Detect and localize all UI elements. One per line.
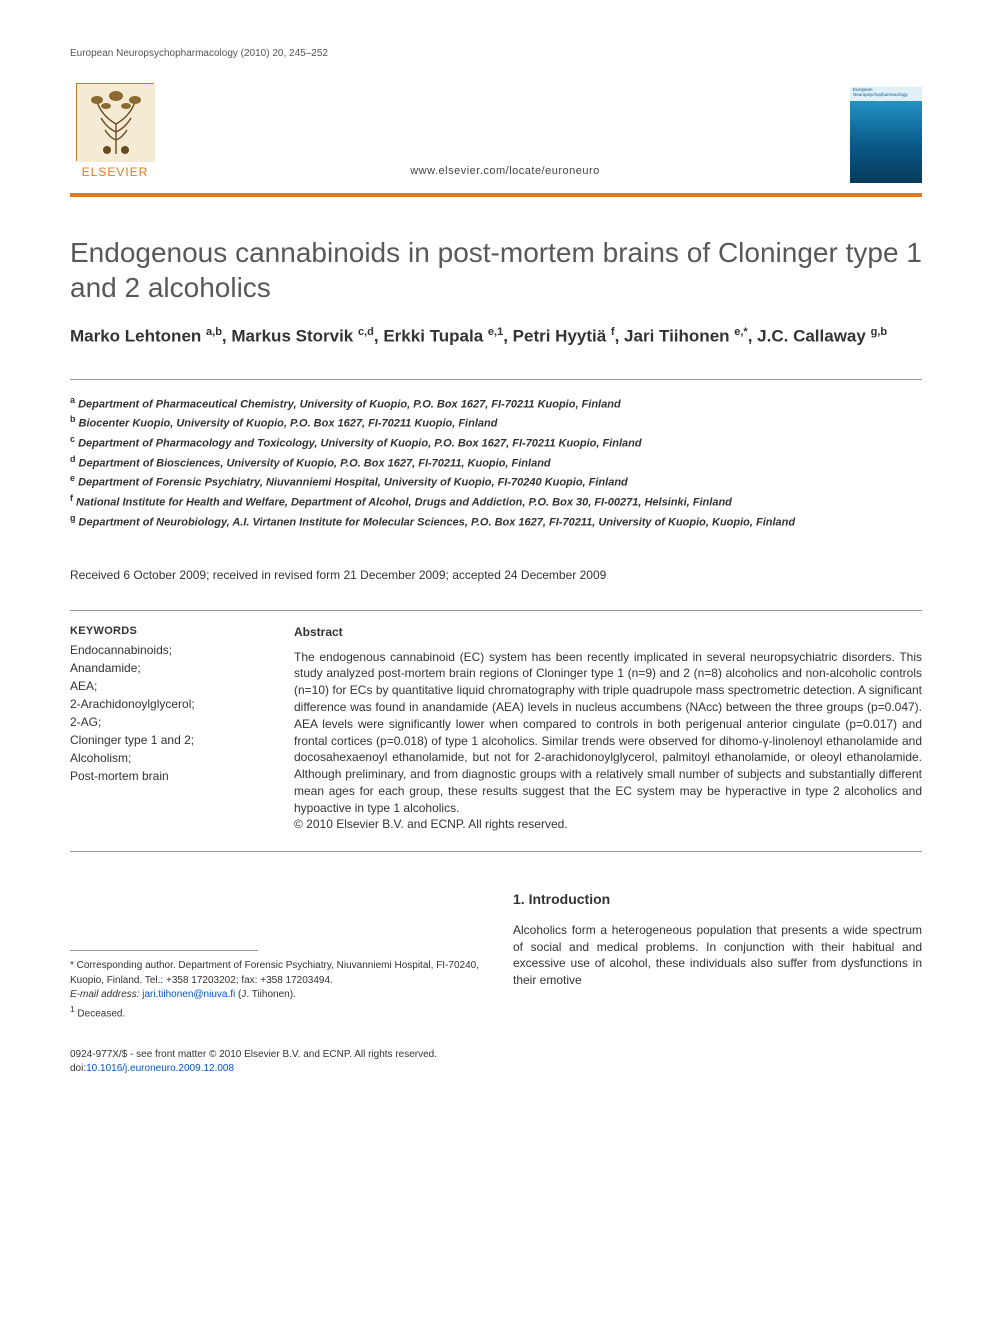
body-two-col: * Corresponding author. Department of Fo… [70,890,922,1021]
journal-cover-thumbnail: European Neuropsychopharmacology [850,87,922,183]
intro-text: Alcoholics form a heterogeneous populati… [513,922,922,989]
right-column: 1. Introduction Alcoholics form a hetero… [513,890,922,1021]
footnote-rule [70,950,258,951]
corr-email-suffix: (J. Tiihonen). [238,989,296,1000]
locate-url[interactable]: www.elsevier.com/locate/euroneuro [160,165,850,183]
grey-rule-top [70,379,922,380]
corr-email-link[interactable]: jari.tiihonen@niuva.fi [142,989,235,1000]
corresponding-author: * Corresponding author. Department of Fo… [70,959,479,1021]
orange-rule [70,193,922,197]
footer-doi-line: doi:10.1016/j.euroneuro.2009.12.008 [70,1062,922,1077]
corr-email-line: E-mail address: jari.tiihonen@niuva.fi (… [70,988,479,1003]
abstract-head: Abstract [294,625,922,639]
keywords-list: Endocannabinoids;Anandamide;AEA;2-Arachi… [70,641,260,785]
elsevier-logo: ELSEVIER [70,83,160,183]
footer: 0924-977X/$ - see front matter © 2010 El… [70,1048,922,1077]
article-dates: Received 6 October 2009; received in rev… [70,568,922,582]
elsevier-tree-icon [76,83,154,161]
keywords-head: KEYWORDS [70,625,260,637]
authors: Marko Lehtonen a,b, Markus Storvik c,d, … [70,325,922,349]
corr-email-label: E-mail address: [70,989,139,1000]
intro-head: 1. Introduction [513,890,922,910]
journal-cover-label: European Neuropsychopharmacology [853,88,922,97]
corr-star-line: * Corresponding author. Department of Fo… [70,959,479,988]
abstract-column: Abstract The endogenous cannabinoid (EC)… [294,625,922,834]
abstract-text: The endogenous cannabinoid (EC) system h… [294,649,922,834]
article-title: Endogenous cannabinoids in post-mortem b… [70,235,922,305]
corr-deceased: 1 Deceased. [70,1003,479,1022]
abstract-copyright: © 2010 Elsevier B.V. and ECNP. All right… [294,817,568,831]
affiliations: a Department of Pharmaceutical Chemistry… [70,394,922,532]
elsevier-wordmark: ELSEVIER [82,165,149,179]
abstract-body: The endogenous cannabinoid (EC) system h… [294,650,922,815]
keywords-column: KEYWORDS Endocannabinoids;Anandamide;AEA… [70,625,260,834]
header-row: ELSEVIER www.elsevier.com/locate/euroneu… [70,83,922,183]
footer-doi-link[interactable]: 10.1016/j.euroneuro.2009.12.008 [86,1063,234,1074]
footer-doi-label: doi: [70,1063,86,1074]
footer-copyright: 0924-977X/$ - see front matter © 2010 El… [70,1048,922,1063]
abstract-block: KEYWORDS Endocannabinoids;Anandamide;AEA… [70,610,922,853]
running-head: European Neuropsychopharmacology (2010) … [70,48,922,59]
left-column: * Corresponding author. Department of Fo… [70,890,479,1021]
